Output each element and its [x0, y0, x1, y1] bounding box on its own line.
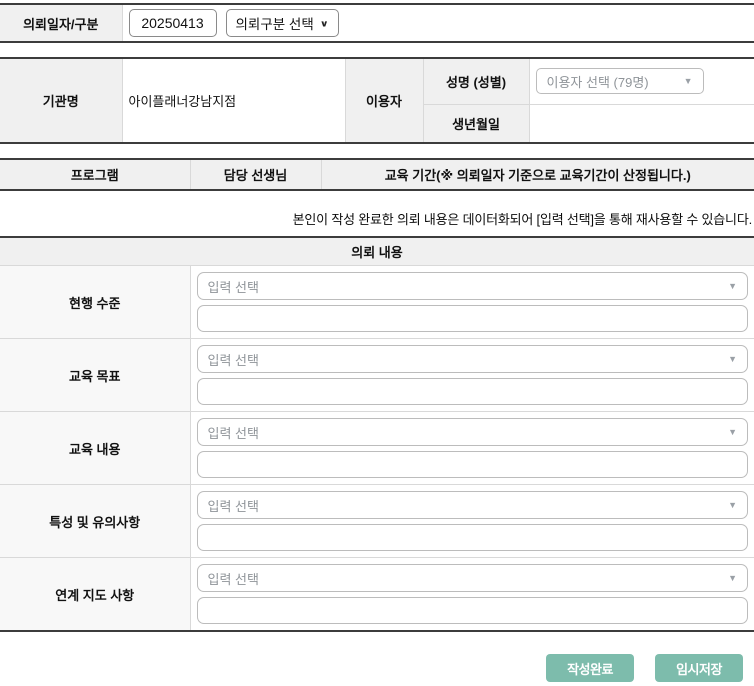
user-name-label: 성명 (성별)	[422, 58, 530, 105]
user-select[interactable]: 이용자 선택 (79명) ▼	[535, 68, 704, 95]
dropdown-arrow-icon: ▼	[728, 426, 737, 437]
program-table: 프로그램 담당 선생님 교육 기간(※ 의뢰일자 기준으로 교육기간이 산정됩니…	[0, 158, 754, 191]
dropdown-arrow-icon: ▼	[683, 76, 693, 87]
request-category-select[interactable]: 의뢰구분 선택 ∨	[225, 9, 339, 37]
reuse-notice-text: 본인이 작성 완료한 의뢰 내용은 데이터화되어 [입력 선택]을 통해 재사용…	[292, 212, 753, 227]
dropdown-arrow-icon: ▼	[728, 353, 737, 364]
request-category-select-label: 의뢰구분 선택	[235, 17, 314, 32]
user-section-label: 이용자	[344, 58, 424, 144]
education-content-label: 교육 내용	[0, 411, 191, 485]
org-user-table: 기관명 아이플래너강남지점 이용자 성명 (성별) 이용자 선택 (79명) ▼…	[0, 57, 754, 144]
request-date-input[interactable]	[128, 9, 217, 37]
request-date-label: 의뢰일자/구분	[0, 4, 123, 42]
linked-guidance-label: 연계 지도 사항	[0, 557, 191, 631]
select-placeholder: 입력 선택	[207, 571, 259, 587]
birth-date-label: 생년월일	[423, 103, 530, 143]
select-placeholder: 입력 선택	[207, 498, 259, 514]
education-goal-select[interactable]: 입력 선택 ▼	[196, 345, 748, 373]
birth-date-value	[528, 103, 754, 143]
table-row: 교육 목표 입력 선택 ▼	[0, 338, 754, 412]
linked-guidance-select[interactable]: 입력 선택 ▼	[196, 564, 748, 592]
table-row: 연계 지도 사항 입력 선택 ▼	[0, 557, 754, 631]
table-row: 현행 수준 입력 선택 ▼	[0, 265, 754, 339]
request-date-table: 의뢰일자/구분 의뢰구분 선택 ∨	[0, 3, 754, 43]
teacher-label: 담당 선생님	[189, 159, 322, 190]
table-row: 교육 내용 입력 선택 ▼	[0, 411, 754, 485]
request-content-table: 의뢰 내용 현행 수준 입력 선택 ▼ 교육 목표 입력 선택 ▼	[0, 236, 754, 632]
current-level-input[interactable]	[196, 305, 748, 332]
education-goal-label: 교육 목표	[0, 338, 191, 412]
select-placeholder: 입력 선택	[207, 425, 259, 441]
education-content-select[interactable]: 입력 선택 ▼	[196, 418, 748, 446]
current-level-label: 현행 수준	[0, 265, 191, 339]
education-content-input[interactable]	[196, 451, 748, 478]
org-name-label: 기관명	[0, 58, 123, 144]
education-period-label: 교육 기간(※ 의뢰일자 기준으로 교육기간이 산정됩니다.)	[320, 159, 754, 190]
program-label: 프로그램	[0, 159, 191, 190]
select-placeholder: 입력 선택	[207, 352, 259, 368]
linked-guidance-input[interactable]	[196, 597, 748, 624]
form-actions: 작성완료 임시저장	[0, 632, 754, 686]
education-goal-input[interactable]	[196, 378, 748, 405]
characteristics-input[interactable]	[196, 524, 748, 551]
dropdown-arrow-icon: ▼	[728, 280, 737, 291]
current-level-select[interactable]: 입력 선택 ▼	[196, 272, 748, 300]
dropdown-arrow-icon: ▼	[728, 499, 737, 510]
org-name-value: 아이플래너강남지점	[121, 58, 346, 144]
characteristics-select[interactable]: 입력 선택 ▼	[196, 491, 748, 519]
complete-button[interactable]: 작성완료	[546, 654, 634, 682]
request-content-title: 의뢰 내용	[0, 237, 754, 266]
user-select-label: 이용자 선택 (79명)	[546, 74, 649, 90]
characteristics-label: 특성 및 유의사항	[0, 484, 191, 558]
chevron-down-icon: ∨	[319, 18, 329, 29]
dropdown-arrow-icon: ▼	[728, 572, 737, 583]
select-placeholder: 입력 선택	[207, 279, 259, 295]
temp-save-button[interactable]: 임시저장	[655, 654, 743, 682]
table-row: 특성 및 유의사항 입력 선택 ▼	[0, 484, 754, 558]
